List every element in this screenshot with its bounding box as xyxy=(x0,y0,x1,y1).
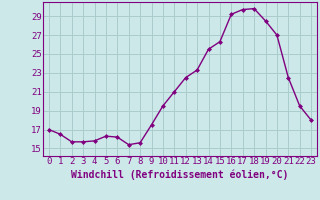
X-axis label: Windchill (Refroidissement éolien,°C): Windchill (Refroidissement éolien,°C) xyxy=(71,169,289,180)
